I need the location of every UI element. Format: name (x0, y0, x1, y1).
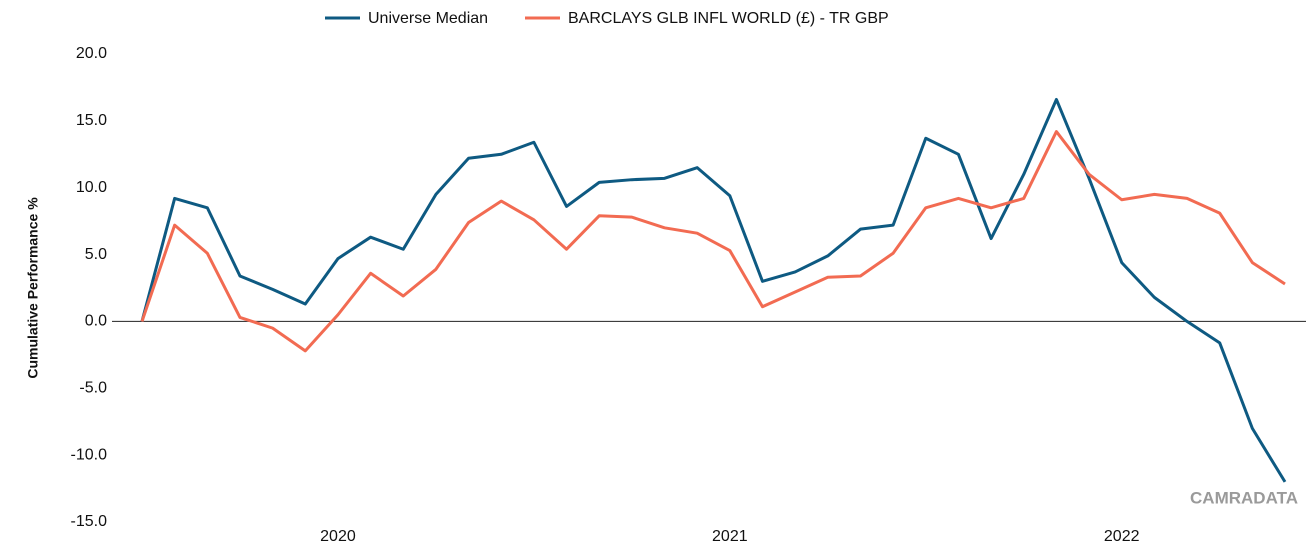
watermark: CAMRADATA (1190, 488, 1298, 507)
x-tick-label: 2020 (320, 528, 356, 545)
series-line (140, 130, 1286, 353)
x-tick-label: 2021 (712, 528, 748, 545)
y-tick-label: -10.0 (71, 446, 108, 463)
y-tick-label: 20.0 (76, 45, 107, 62)
y-tick-label: -5.0 (79, 380, 107, 397)
y-tick-label: 10.0 (76, 179, 107, 196)
y-tick-label: 15.0 (76, 112, 107, 129)
y-tick-label: 5.0 (85, 246, 107, 263)
legend-label: Universe Median (368, 10, 488, 27)
y-tick-label: 0.0 (85, 313, 107, 330)
series-line (140, 97, 1287, 483)
legend-label: BARCLAYS GLB INFL WORLD (£) - TR GBP (568, 10, 889, 27)
y-axis-label: Cumulative Performance % (25, 197, 41, 379)
y-tick-label: -15.0 (71, 513, 108, 530)
x-tick-label: 2022 (1104, 528, 1140, 545)
